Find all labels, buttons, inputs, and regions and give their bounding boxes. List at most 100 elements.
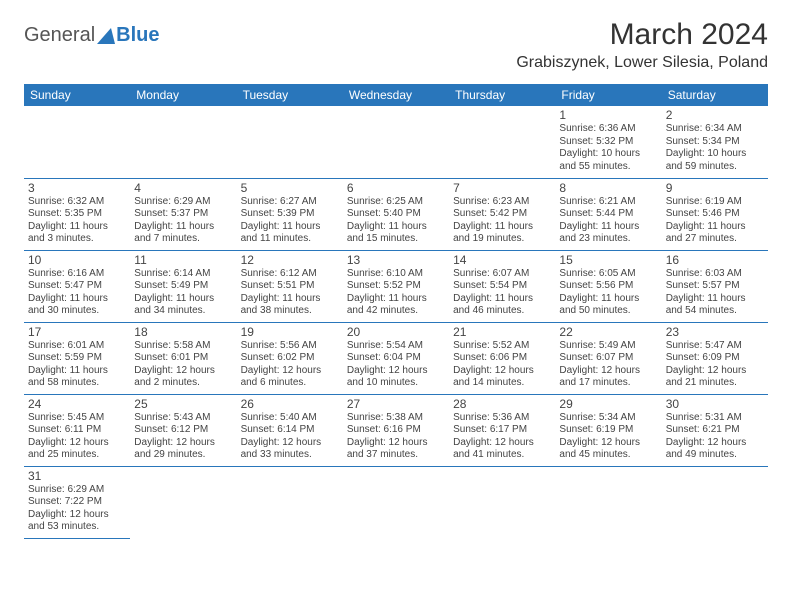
daylight-text: Daylight: 12 hours xyxy=(666,365,764,378)
calendar-cell: 3Sunrise: 6:32 AMSunset: 5:35 PMDaylight… xyxy=(24,178,130,250)
daylight-text: and 59 minutes. xyxy=(666,161,764,174)
day-header: Tuesday xyxy=(237,84,343,106)
daylight-text: Daylight: 11 hours xyxy=(559,293,657,306)
calendar-cell: 24Sunrise: 5:45 AMSunset: 6:11 PMDayligh… xyxy=(24,394,130,466)
day-number: 11 xyxy=(134,253,232,267)
daylight-text: and 23 minutes. xyxy=(559,233,657,246)
day-number: 31 xyxy=(28,469,126,483)
daylight-text: Daylight: 10 hours xyxy=(666,148,764,161)
day-number: 28 xyxy=(453,397,551,411)
calendar-cell: 29Sunrise: 5:34 AMSunset: 6:19 PMDayligh… xyxy=(555,394,661,466)
daylight-text: Daylight: 11 hours xyxy=(666,221,764,234)
day-header: Monday xyxy=(130,84,236,106)
daylight-text: and 49 minutes. xyxy=(666,449,764,462)
calendar-cell: 28Sunrise: 5:36 AMSunset: 6:17 PMDayligh… xyxy=(449,394,555,466)
day-number: 21 xyxy=(453,325,551,339)
day-number: 12 xyxy=(241,253,339,267)
day-header: Sunday xyxy=(24,84,130,106)
daylight-text: Daylight: 11 hours xyxy=(453,221,551,234)
sunrise-text: Sunrise: 5:34 AM xyxy=(559,412,657,425)
day-number: 30 xyxy=(666,397,764,411)
daylight-text: Daylight: 11 hours xyxy=(241,221,339,234)
day-number: 9 xyxy=(666,181,764,195)
calendar-row: 31Sunrise: 6:29 AMSunset: 7:22 PMDayligh… xyxy=(24,466,768,538)
sunrise-text: Sunrise: 5:56 AM xyxy=(241,340,339,353)
daylight-text: and 17 minutes. xyxy=(559,377,657,390)
day-number: 10 xyxy=(28,253,126,267)
calendar-cell: 1Sunrise: 6:36 AMSunset: 5:32 PMDaylight… xyxy=(555,106,661,178)
calendar-cell: 23Sunrise: 5:47 AMSunset: 6:09 PMDayligh… xyxy=(662,322,768,394)
calendar-cell: 21Sunrise: 5:52 AMSunset: 6:06 PMDayligh… xyxy=(449,322,555,394)
calendar-cell: 19Sunrise: 5:56 AMSunset: 6:02 PMDayligh… xyxy=(237,322,343,394)
daylight-text: Daylight: 12 hours xyxy=(453,437,551,450)
calendar-cell-empty xyxy=(237,466,343,538)
sunrise-text: Sunrise: 6:29 AM xyxy=(28,484,126,497)
calendar-row: 24Sunrise: 5:45 AMSunset: 6:11 PMDayligh… xyxy=(24,394,768,466)
day-number: 26 xyxy=(241,397,339,411)
calendar-cell: 6Sunrise: 6:25 AMSunset: 5:40 PMDaylight… xyxy=(343,178,449,250)
calendar-cell: 13Sunrise: 6:10 AMSunset: 5:52 PMDayligh… xyxy=(343,250,449,322)
daylight-text: Daylight: 12 hours xyxy=(241,437,339,450)
location: Grabiszynek, Lower Silesia, Poland xyxy=(516,54,768,72)
day-number: 22 xyxy=(559,325,657,339)
sunset-text: Sunset: 5:54 PM xyxy=(453,280,551,293)
sunset-text: Sunset: 6:06 PM xyxy=(453,352,551,365)
sunset-text: Sunset: 6:19 PM xyxy=(559,424,657,437)
day-header-row: Sunday Monday Tuesday Wednesday Thursday… xyxy=(24,84,768,106)
daylight-text: and 50 minutes. xyxy=(559,305,657,318)
sunrise-text: Sunrise: 6:25 AM xyxy=(347,196,445,209)
daylight-text: and 41 minutes. xyxy=(453,449,551,462)
day-number: 18 xyxy=(134,325,232,339)
day-number: 8 xyxy=(559,181,657,195)
day-number: 6 xyxy=(347,181,445,195)
daylight-text: Daylight: 12 hours xyxy=(559,437,657,450)
sunrise-text: Sunrise: 6:16 AM xyxy=(28,268,126,281)
sunrise-text: Sunrise: 6:32 AM xyxy=(28,196,126,209)
daylight-text: and 33 minutes. xyxy=(241,449,339,462)
calendar-cell: 7Sunrise: 6:23 AMSunset: 5:42 PMDaylight… xyxy=(449,178,555,250)
daylight-text: and 38 minutes. xyxy=(241,305,339,318)
calendar-cell: 2Sunrise: 6:34 AMSunset: 5:34 PMDaylight… xyxy=(662,106,768,178)
day-number: 17 xyxy=(28,325,126,339)
daylight-text: and 45 minutes. xyxy=(559,449,657,462)
day-number: 16 xyxy=(666,253,764,267)
header: GeneralBlue March 2024 Grabiszynek, Lowe… xyxy=(24,18,768,72)
daylight-text: Daylight: 11 hours xyxy=(28,221,126,234)
day-number: 19 xyxy=(241,325,339,339)
daylight-text: and 42 minutes. xyxy=(347,305,445,318)
daylight-text: Daylight: 11 hours xyxy=(347,293,445,306)
calendar-cell: 27Sunrise: 5:38 AMSunset: 6:16 PMDayligh… xyxy=(343,394,449,466)
calendar-cell: 26Sunrise: 5:40 AMSunset: 6:14 PMDayligh… xyxy=(237,394,343,466)
daylight-text: Daylight: 12 hours xyxy=(347,365,445,378)
logo: GeneralBlue xyxy=(24,24,160,47)
sunset-text: Sunset: 5:44 PM xyxy=(559,208,657,221)
sunset-text: Sunset: 5:39 PM xyxy=(241,208,339,221)
daylight-text: and 25 minutes. xyxy=(28,449,126,462)
sunrise-text: Sunrise: 5:47 AM xyxy=(666,340,764,353)
daylight-text: Daylight: 12 hours xyxy=(559,365,657,378)
calendar-cell: 5Sunrise: 6:27 AMSunset: 5:39 PMDaylight… xyxy=(237,178,343,250)
day-number: 1 xyxy=(559,108,657,122)
sunrise-text: Sunrise: 5:45 AM xyxy=(28,412,126,425)
calendar-cell-empty xyxy=(343,106,449,178)
calendar-cell-empty xyxy=(237,106,343,178)
calendar-row: 17Sunrise: 6:01 AMSunset: 5:59 PMDayligh… xyxy=(24,322,768,394)
sunrise-text: Sunrise: 5:31 AM xyxy=(666,412,764,425)
sunset-text: Sunset: 5:42 PM xyxy=(453,208,551,221)
daylight-text: Daylight: 11 hours xyxy=(666,293,764,306)
sunrise-text: Sunrise: 5:52 AM xyxy=(453,340,551,353)
sunset-text: Sunset: 5:49 PM xyxy=(134,280,232,293)
sunset-text: Sunset: 5:40 PM xyxy=(347,208,445,221)
sunset-text: Sunset: 5:32 PM xyxy=(559,136,657,149)
calendar-cell: 31Sunrise: 6:29 AMSunset: 7:22 PMDayligh… xyxy=(24,466,130,538)
sunset-text: Sunset: 5:59 PM xyxy=(28,352,126,365)
sunrise-text: Sunrise: 5:54 AM xyxy=(347,340,445,353)
sunrise-text: Sunrise: 6:07 AM xyxy=(453,268,551,281)
day-number: 3 xyxy=(28,181,126,195)
day-number: 5 xyxy=(241,181,339,195)
calendar-cell-empty xyxy=(24,106,130,178)
day-number: 25 xyxy=(134,397,232,411)
daylight-text: and 37 minutes. xyxy=(347,449,445,462)
daylight-text: and 46 minutes. xyxy=(453,305,551,318)
sunset-text: Sunset: 5:35 PM xyxy=(28,208,126,221)
